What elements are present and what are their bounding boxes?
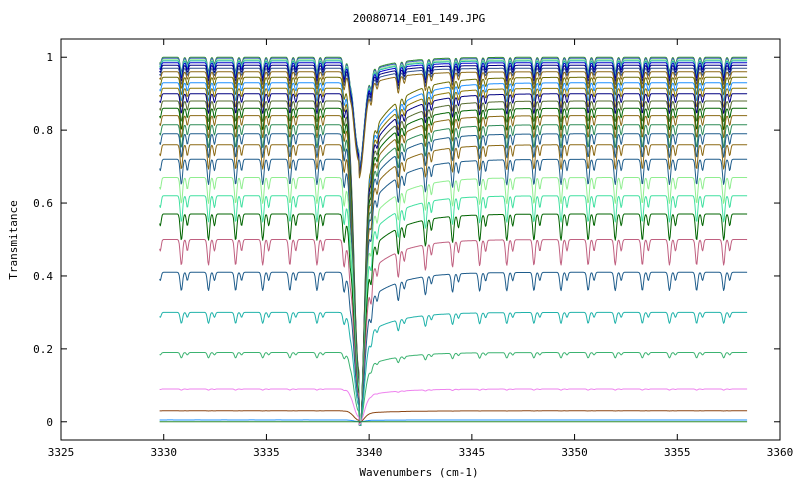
spectrum-trace [159, 124, 748, 426]
x-tick-label: 3335 [253, 446, 280, 459]
spectrum-trace [159, 388, 748, 426]
spectrum-trace [159, 115, 748, 426]
spectrum-trace [159, 100, 748, 426]
x-axis-label: Wavenumbers (cm-1) [359, 466, 478, 479]
spectrum-trace [159, 195, 748, 426]
spectrum-trace [159, 271, 748, 426]
spectrum-trace [159, 419, 748, 423]
spectrum-trace [159, 177, 748, 426]
y-tick-label: 0 [46, 416, 53, 429]
spectrum-trace [159, 311, 748, 426]
y-tick-label: 0.8 [33, 124, 53, 137]
spectrum-trace [159, 133, 748, 426]
x-tick-label: 3345 [459, 446, 486, 459]
x-tick-label: 3340 [356, 446, 383, 459]
spectrum-trace [159, 93, 748, 426]
spectrum-trace [159, 352, 748, 426]
spectrum-trace [159, 158, 748, 426]
x-tick-label: 3330 [150, 446, 177, 459]
spectrum-trace [159, 87, 748, 426]
spectrum-trace [159, 410, 748, 424]
y-tick-label: 1 [46, 51, 53, 64]
y-axis: 0 0.2 0.4 0.6 0.8 1 [33, 51, 780, 429]
spectrum-trace [159, 144, 748, 426]
x-tick-label: 3325 [48, 446, 75, 459]
y-tick-label: 0.2 [33, 343, 53, 356]
y-tick-label: 0.6 [33, 197, 53, 210]
plot-frame [60, 38, 781, 441]
spectrum-trace [159, 76, 748, 426]
y-tick-label: 0.4 [33, 270, 53, 283]
x-axis: 3325 3330 3335 3340 3345 3350 3355 3360 [48, 39, 794, 459]
spectrum-trace [159, 239, 748, 426]
spectrum-trace [159, 71, 748, 179]
trace-group [159, 56, 748, 426]
spectrum-trace [159, 213, 748, 426]
spectrum-trace [159, 107, 748, 426]
y-axis-label: Transmitance [7, 200, 20, 279]
chart-title: 20080714_E01_149.JPG [353, 12, 485, 25]
x-tick-label: 3360 [767, 446, 794, 459]
x-tick-label: 3350 [561, 446, 588, 459]
x-tick-label: 3355 [664, 446, 691, 459]
spectrum-trace [159, 82, 748, 426]
